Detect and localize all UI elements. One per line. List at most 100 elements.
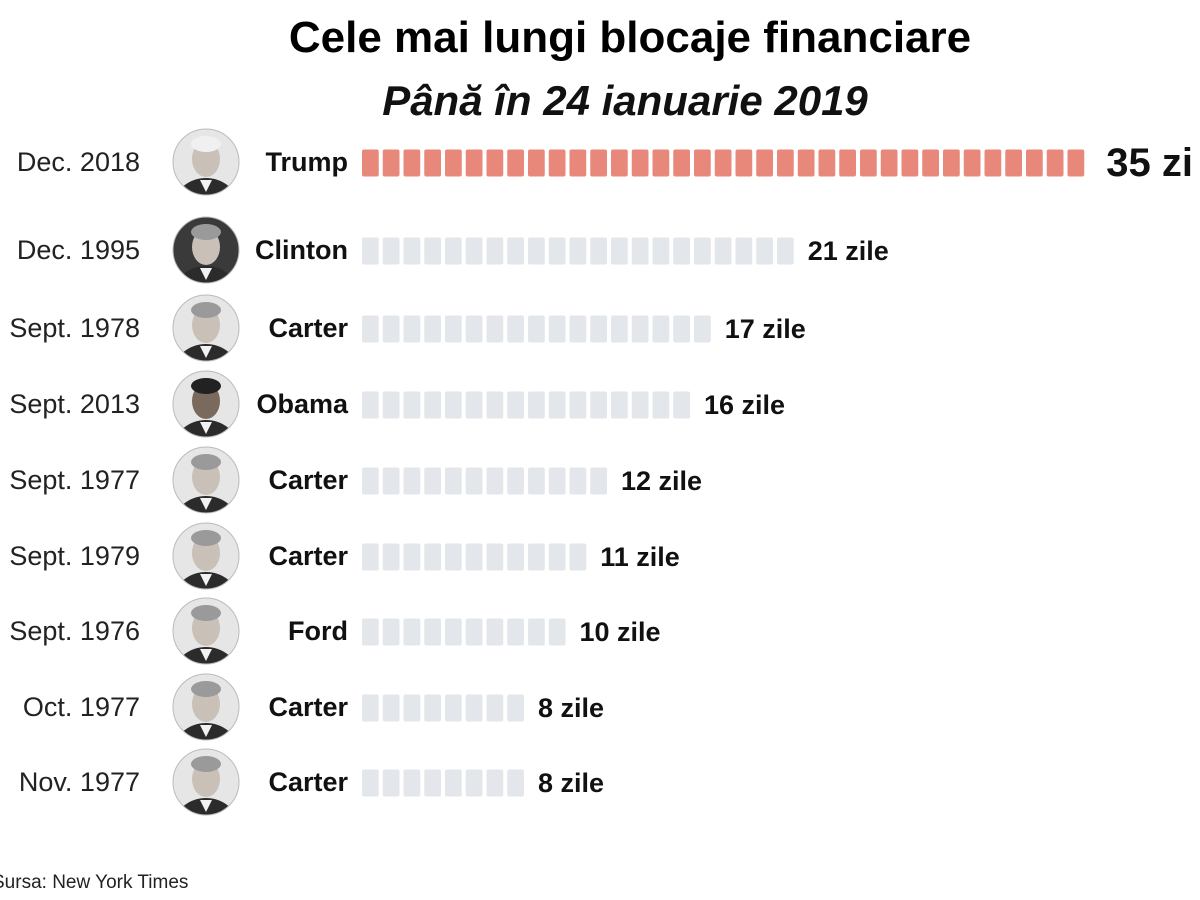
bar-segment: [403, 149, 421, 177]
bar-segment: [362, 467, 379, 495]
bar-segment: [984, 149, 1002, 177]
bar-segment: [1005, 149, 1022, 177]
bar-segment: [465, 149, 483, 177]
bar-segment: [818, 149, 836, 177]
bar: [362, 149, 1085, 177]
president-portrait: [172, 748, 240, 816]
bar-segment: [362, 543, 379, 571]
bar-segment: [445, 618, 462, 646]
bar-segment: [445, 391, 462, 419]
bar: [362, 769, 524, 797]
row-date-label: Sept. 1979: [9, 541, 140, 571]
bar-segment: [403, 391, 421, 419]
bar-segment: [465, 543, 483, 571]
bar-segment: [424, 315, 441, 343]
president-portrait: [172, 128, 240, 196]
bar-segment: [714, 237, 732, 265]
chart-subtitle: Până în 24 ianuarie 2019: [382, 77, 868, 124]
row-date-label: Dec. 1995: [17, 235, 140, 265]
bar-segment: [445, 467, 462, 495]
bar-segment: [922, 149, 939, 177]
bar: [362, 237, 794, 265]
row-date-label: Oct. 1977: [23, 692, 140, 722]
bar-segment: [714, 149, 732, 177]
bar-segment: [590, 467, 607, 495]
bar-segment: [631, 391, 649, 419]
bar-segment: [486, 618, 504, 646]
bar-segment: [1026, 149, 1043, 177]
chart-row: Sept. 1977 Carter 12 zile: [9, 446, 702, 514]
president-name: Carter: [268, 465, 348, 495]
bar-segment: [569, 315, 587, 343]
bar-segment: [673, 237, 690, 265]
bar-segment: [528, 315, 545, 343]
bar-segment: [569, 391, 587, 419]
bar-segment: [611, 149, 628, 177]
bar-segment: [611, 391, 628, 419]
bar-segment: [486, 149, 504, 177]
bar-segment: [735, 237, 753, 265]
bar-segment: [631, 237, 649, 265]
bar-segment: [652, 315, 670, 343]
chart-row: Dec. 2018 Trump 35 zi: [17, 128, 1193, 196]
value-label: 8 zile: [538, 768, 604, 798]
bar-segment: [403, 769, 421, 797]
bar-segment: [548, 618, 566, 646]
bar-segment: [445, 237, 462, 265]
bar-segment: [465, 618, 483, 646]
bar-segment: [963, 149, 981, 177]
bar-segment: [465, 391, 483, 419]
bar-segment: [403, 315, 421, 343]
bar-segment: [652, 149, 670, 177]
bar-segment: [611, 237, 628, 265]
bar-segment: [382, 237, 400, 265]
bar-segment: [424, 237, 441, 265]
row-date-label: Sept. 1978: [9, 313, 140, 343]
bar-segment: [1067, 149, 1085, 177]
bar-segment: [507, 618, 524, 646]
bar: [362, 694, 524, 722]
bar-segment: [860, 149, 877, 177]
bar-segment: [486, 543, 504, 571]
bar: [362, 618, 566, 646]
bar-segment: [382, 149, 400, 177]
bar: [362, 543, 587, 571]
president-name: Trump: [265, 147, 348, 177]
bar-segment: [382, 467, 400, 495]
bar-segment: [424, 769, 441, 797]
bar-segment: [777, 237, 794, 265]
bar-segment: [382, 315, 400, 343]
bar-segment: [465, 315, 483, 343]
bar-segment: [486, 237, 504, 265]
bar-segment: [548, 467, 566, 495]
bar-segment: [673, 315, 690, 343]
chart-row: Nov. 1977 Carter 8 zile: [19, 748, 604, 816]
bar-segment: [382, 694, 400, 722]
bar-segment: [777, 149, 794, 177]
bar-segment: [528, 543, 545, 571]
bar-segment: [486, 315, 504, 343]
bar-segment: [486, 694, 504, 722]
bar-segment: [507, 543, 524, 571]
bar-segment: [901, 149, 919, 177]
bar-segment: [507, 769, 524, 797]
bar-segment: [735, 149, 753, 177]
bar-segment: [445, 315, 462, 343]
bar-segment: [797, 149, 815, 177]
bar-segment: [569, 543, 587, 571]
bar-segment: [403, 694, 421, 722]
bar-segment: [362, 391, 379, 419]
chart-row: Sept. 2013 Obama 16 zile: [9, 370, 785, 438]
bar-segment: [590, 391, 607, 419]
row-date-label: Sept. 2013: [9, 389, 140, 419]
bar-segment: [507, 694, 524, 722]
bar-segment: [528, 237, 545, 265]
bar-segment: [424, 391, 441, 419]
bar-segment: [403, 237, 421, 265]
bar-segment: [382, 543, 400, 571]
bar-segment: [943, 149, 960, 177]
bar-segment: [424, 149, 441, 177]
bar-segment: [694, 315, 711, 343]
president-name: Carter: [268, 767, 348, 797]
